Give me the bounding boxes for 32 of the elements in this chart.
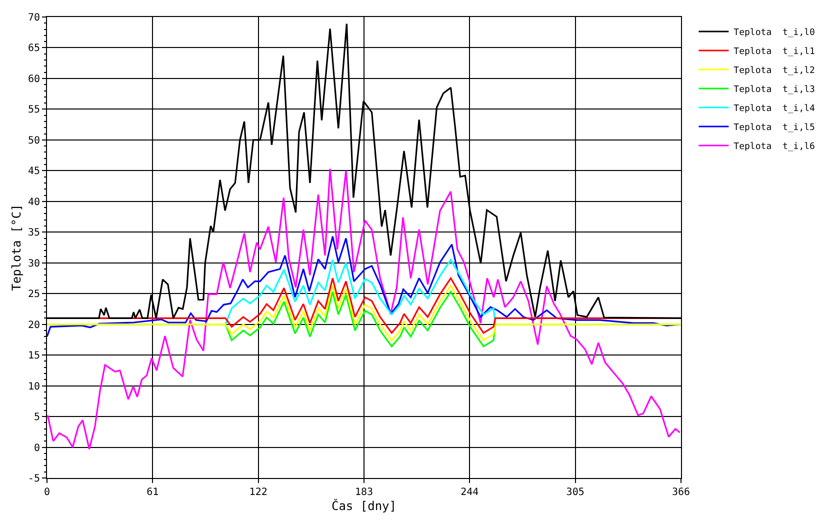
legend-label: Teplota t_i,l2 — [734, 66, 815, 76]
y-tick-label: 50 — [28, 135, 40, 146]
y-tick-label: 55 — [28, 104, 40, 116]
legend-label: Teplota t_i,l0 — [734, 28, 815, 38]
x-tick-label: 122 — [249, 487, 268, 498]
legend-label: Teplota t_i,l4 — [734, 104, 815, 114]
x-tick-label: 61 — [146, 487, 159, 498]
y-tick-label: 60 — [28, 74, 40, 85]
y-tick-label: 45 — [28, 166, 40, 178]
y-tick-label: 0 — [34, 442, 40, 454]
legend-label: Teplota t_i,l6 — [734, 142, 815, 152]
y-tick-label: -5 — [28, 474, 40, 484]
x-tick-label: 366 — [672, 487, 690, 498]
y-tick-label: 35 — [28, 228, 40, 239]
legend-label: Teplota t_i,l1 — [734, 47, 815, 58]
x-tick-label: 183 — [354, 487, 374, 498]
legend-label: Teplota t_i,l3 — [734, 85, 815, 96]
y-tick-label: 65 — [28, 43, 40, 54]
y-tick-label: 70 — [28, 12, 40, 24]
y-tick-label: 5 — [34, 412, 40, 424]
legend-label: Teplota t_i,l5 — [734, 123, 815, 134]
y-tick-label: 40 — [28, 196, 40, 208]
x-tick-label: 0 — [44, 487, 50, 498]
x-axis-title: Čas [dny] — [331, 498, 397, 513]
y-axis-title: Teplota [°C] — [9, 204, 24, 291]
y-tick-label: 10 — [28, 381, 40, 392]
y-tick-label: 30 — [28, 258, 40, 270]
y-tick-label: 20 — [28, 320, 40, 331]
y-tick-label: 15 — [28, 350, 40, 362]
y-tick-label: 25 — [28, 289, 40, 300]
x-tick-label: 244 — [460, 487, 479, 498]
x-tick-label: 305 — [566, 487, 584, 498]
